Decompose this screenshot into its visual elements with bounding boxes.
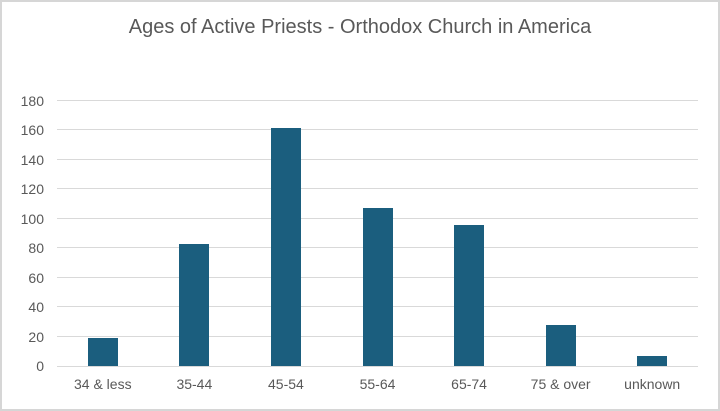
chart-title-text: Ages of Active Priests - Orthodox Church… (128, 16, 592, 38)
x-category-label-unknown: unknown (624, 376, 681, 392)
y-tick-label-40: 40 (28, 299, 44, 316)
x-category-label-34-less: 34 & less (73, 376, 132, 392)
y-tick-label-0: 0 (36, 358, 44, 374)
y-tick-label-180: 180 (20, 93, 44, 109)
x-category-label-55-64: 55-64 (359, 376, 396, 392)
bar-35-44 (179, 243, 210, 366)
gridline-y-180 (57, 100, 698, 101)
x-category-label-75-over: 75 & over (530, 376, 591, 392)
gridline-y-140 (57, 158, 698, 160)
y-tick-label-100: 100 (20, 210, 44, 227)
y-tick-label-140: 140 (20, 151, 44, 168)
bar-45-54 (270, 127, 301, 366)
x-category-label-35-44: 35-44 (176, 376, 213, 392)
gridline-y-160 (57, 129, 698, 131)
bar-65-74 (454, 224, 485, 366)
bar-55-64 (362, 208, 393, 366)
bar-unknown (637, 355, 668, 366)
bar-75-over (545, 324, 576, 366)
y-tick-label-20: 20 (28, 328, 44, 345)
bar-34-less (87, 338, 118, 366)
x-category-label-65-74: 65-74 (451, 376, 487, 392)
chart-title: Ages of Active Priests - Orthodox Church… (0, 12, 720, 42)
x-category-label-45-54: 45-54 (268, 376, 304, 392)
y-tick-label-60: 60 (28, 269, 44, 286)
x-axis-line (57, 366, 698, 367)
gridline-y-120 (57, 188, 698, 190)
y-tick-label-120: 120 (20, 181, 44, 198)
y-tick-label-160: 160 (20, 122, 44, 139)
y-tick-label-80: 80 (28, 240, 44, 257)
